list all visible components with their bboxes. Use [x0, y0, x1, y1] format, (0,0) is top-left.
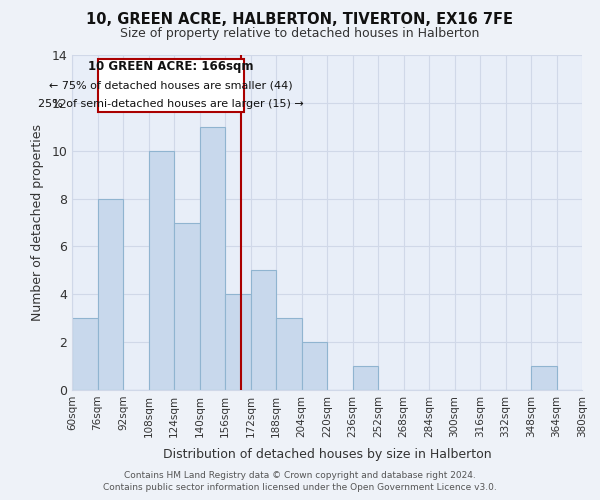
- Bar: [531, 366, 557, 390]
- Bar: [251, 270, 276, 390]
- FancyBboxPatch shape: [97, 58, 244, 112]
- X-axis label: Distribution of detached houses by size in Halberton: Distribution of detached houses by size …: [163, 448, 491, 461]
- Bar: [353, 366, 378, 390]
- Text: Contains HM Land Registry data © Crown copyright and database right 2024.
Contai: Contains HM Land Registry data © Crown c…: [103, 471, 497, 492]
- Bar: [149, 150, 174, 390]
- Bar: [199, 127, 225, 390]
- Bar: [225, 294, 251, 390]
- Text: ← 75% of detached houses are smaller (44): ← 75% of detached houses are smaller (44…: [49, 80, 293, 90]
- Bar: [302, 342, 327, 390]
- Bar: [97, 198, 123, 390]
- Bar: [174, 222, 199, 390]
- Text: 10, GREEN ACRE, HALBERTON, TIVERTON, EX16 7FE: 10, GREEN ACRE, HALBERTON, TIVERTON, EX1…: [86, 12, 514, 28]
- Bar: [276, 318, 302, 390]
- Text: 25% of semi-detached houses are larger (15) →: 25% of semi-detached houses are larger (…: [38, 100, 304, 110]
- Text: 10 GREEN ACRE: 166sqm: 10 GREEN ACRE: 166sqm: [88, 60, 254, 73]
- Text: Size of property relative to detached houses in Halberton: Size of property relative to detached ho…: [121, 28, 479, 40]
- Bar: [72, 318, 97, 390]
- Y-axis label: Number of detached properties: Number of detached properties: [31, 124, 44, 321]
